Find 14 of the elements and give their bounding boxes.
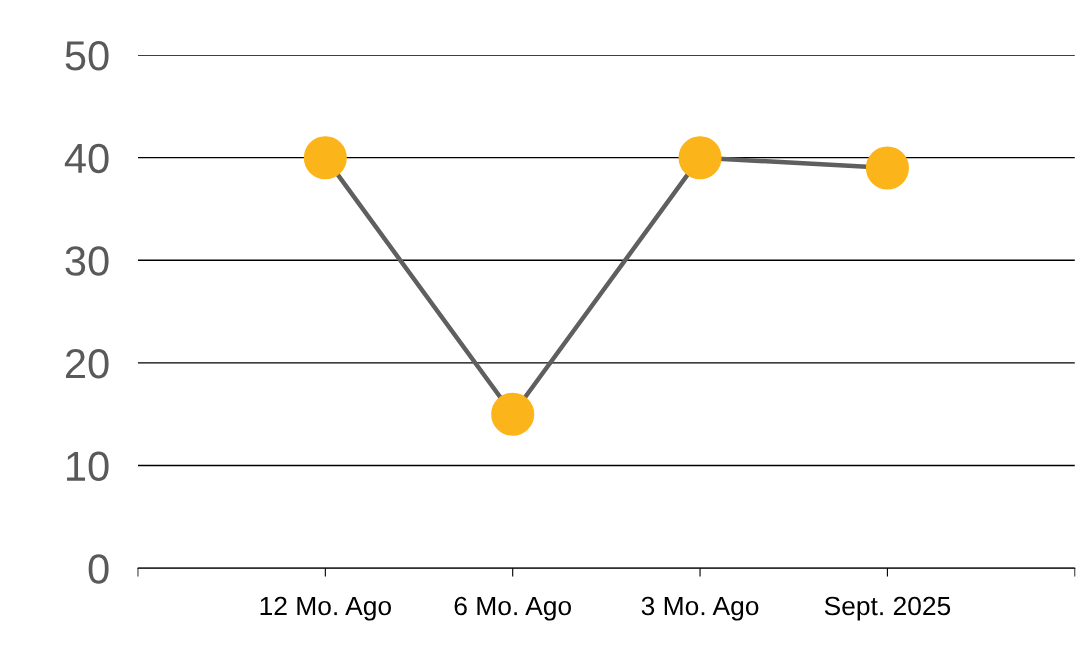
point [491, 392, 535, 436]
y-tick-label: 50 [65, 41, 109, 71]
y-tick-label: 30 [65, 246, 109, 276]
x-tick-label: 6 Mo. Ago [454, 596, 572, 621]
x-tick-label: 12 Mo. Ago [260, 596, 391, 621]
x-tick-label: 3 Mo. Ago [641, 596, 759, 621]
point [678, 136, 722, 180]
y-tick-label: 0 [88, 554, 109, 584]
point [303, 136, 347, 180]
y-tick-label: 10 [67, 451, 109, 482]
y-tick-label: 40 [64, 143, 109, 174]
point [865, 146, 909, 190]
y-tick-label: 20 [65, 348, 109, 379]
x-tick-label: Sept. 2025 [824, 596, 951, 621]
